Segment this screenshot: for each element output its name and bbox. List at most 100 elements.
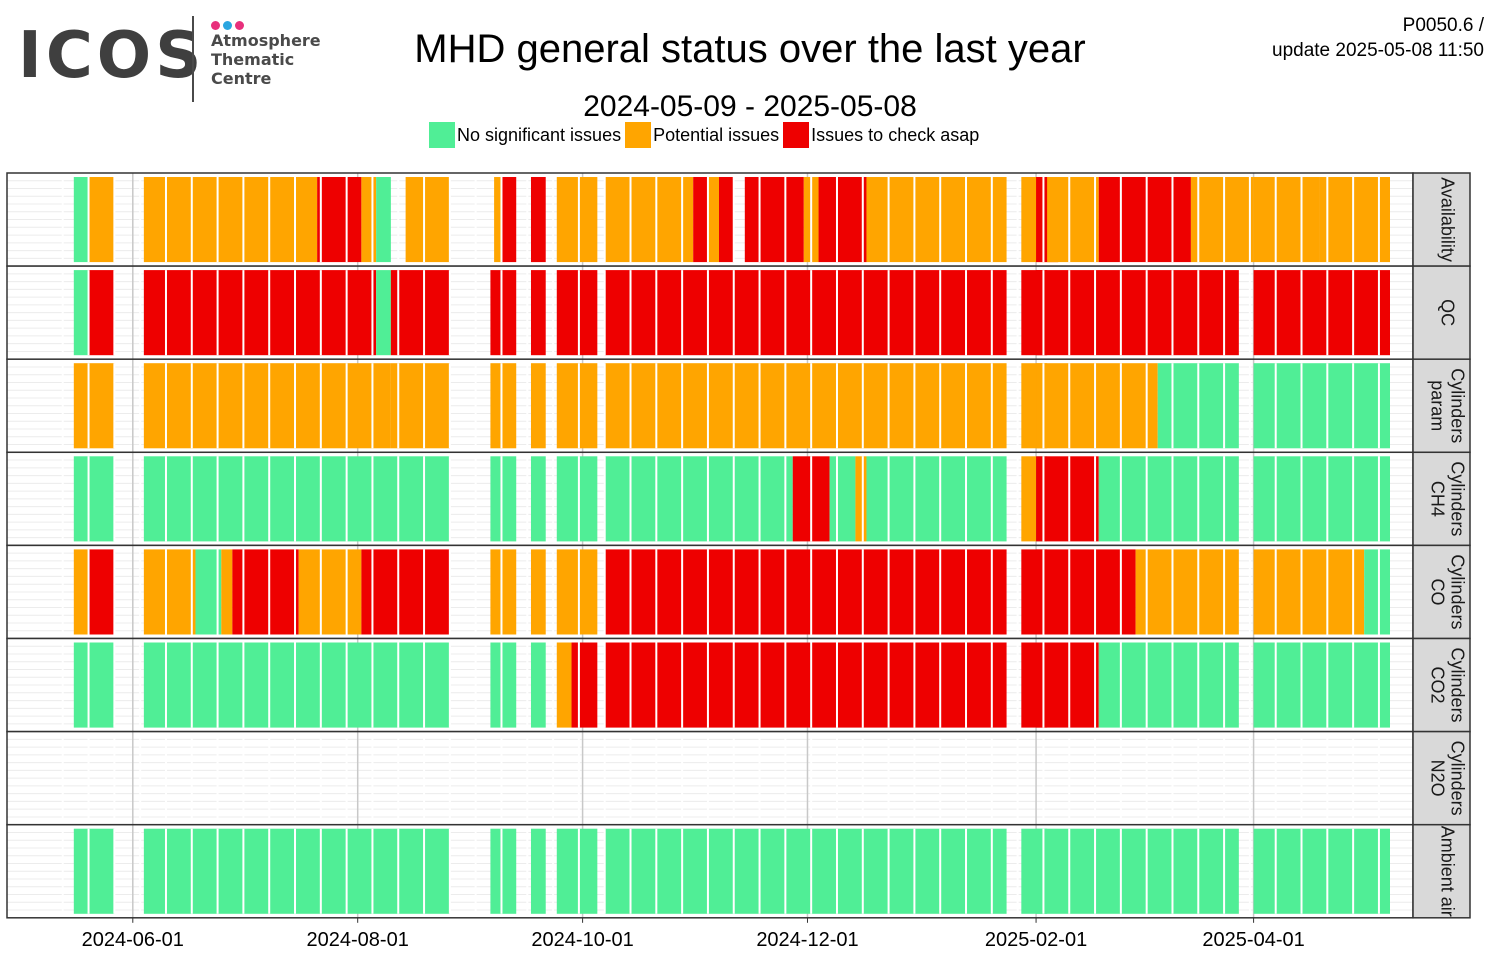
status-bar [490,363,517,449]
logo-line-2: Thematic [211,50,295,69]
status-bar [73,270,89,356]
logo-line-3: Centre [211,69,272,88]
status-bar [829,456,856,542]
status-bar [1253,549,1365,635]
status-bar [530,828,546,914]
logo-dot [235,21,244,30]
status-bar [490,828,517,914]
update-info: P0050.6 / update 2025-05-08 11:50 [1272,13,1484,63]
panel-strip [1412,358,1471,454]
status-bar [376,177,391,263]
panel-label: Cylindersparam [1428,368,1468,443]
logo-wordmark: ICOS [18,19,206,93]
status-bar [1036,828,1239,914]
status-bar [143,549,196,635]
status-bar [604,549,1007,635]
logo-dots-icon [211,17,261,30]
panel-strip [1412,265,1471,360]
panel-strip [1412,172,1471,267]
logo-separator [192,16,194,102]
panel-strip [1412,544,1471,640]
status-bar [604,828,1007,914]
status-bar [530,177,546,263]
update-timestamp: update 2025-05-08 11:50 [1272,40,1484,61]
status-bar [143,270,377,356]
status-bar [143,177,318,263]
status-bar [1036,549,1136,635]
status-bar [88,270,115,356]
panel-label-line: Cylinders [1448,741,1468,816]
panel-label-line: CO [1428,578,1448,605]
status-bar [1098,177,1191,263]
status-bar [390,363,450,449]
x-tick-label: 2025-02-01 [985,929,1087,951]
legend: No significant issues Potential issues Iss… [429,121,983,149]
status-bar [556,177,598,263]
legend-swatch [783,122,810,148]
panel-label: CylindersN2O [1428,741,1468,816]
status-bar [1253,456,1390,542]
x-tick-label: 2024-06-01 [82,929,184,951]
status-bar [1253,177,1320,263]
legend-item: Potential issues [625,122,779,148]
panel-label-line: Ambient air [1438,826,1458,917]
status-bar [73,642,115,728]
panel-label-line: N2O [1428,760,1448,797]
x-tick-label: 2025-04-01 [1202,929,1304,951]
status-bar [1021,177,1037,263]
chart-title: MHD general status over the last year [414,27,1086,71]
status-bar [530,642,546,728]
x-tick-label: 2024-10-01 [531,929,633,951]
panel-label: Availability [1438,177,1458,262]
status-bar [604,642,1007,728]
status-bar [490,549,517,635]
status-bar [490,642,517,728]
status-bar [361,177,377,263]
status-bar [556,642,572,728]
status-bar [1021,456,1037,542]
status-bar [1253,642,1390,728]
panel-label: QC [1438,299,1458,326]
status-bar [556,828,598,914]
status-bar [604,456,719,542]
status-bar [1036,456,1099,542]
status-bar [490,456,517,542]
status-bar [530,456,546,542]
status-bar [494,177,502,263]
status-bar [866,177,1007,263]
panel-label-line: Cylinders [1448,554,1468,629]
legend-item: No significant issues [429,122,621,148]
logo-dot [223,21,232,30]
status-bar [501,177,517,263]
panel-label: CylindersCO [1428,554,1468,629]
legend-label: Potential issues [653,124,780,145]
status-bar [707,177,719,263]
status-bar [88,177,115,263]
status-bar [317,177,362,263]
status-bar [693,177,708,263]
status-bar [73,177,89,263]
panel-strip [1412,451,1471,547]
panel-strip [1412,823,1471,919]
status-bar [1190,177,1254,263]
status-bar [1253,363,1390,449]
status-bar [298,549,362,635]
chart-subtitle: 2024-05-09 - 2025-05-08 [583,90,917,123]
panel-strip [1412,730,1471,826]
legend-label: No significant issues [457,124,622,145]
status-bar [376,270,391,356]
panel-label-line: CO2 [1428,667,1448,704]
status-bar [405,177,450,263]
status-bar [1036,642,1099,728]
logo-dot [211,21,220,30]
status-bar [1098,642,1239,728]
status-bar [1047,177,1099,263]
status-bar [1036,363,1158,449]
status-bar [530,549,546,635]
panel-label: CylindersCO2 [1428,648,1468,723]
status-bar [556,363,598,449]
status-bar [855,456,867,542]
status-bar [604,177,694,263]
status-bar [73,828,115,914]
